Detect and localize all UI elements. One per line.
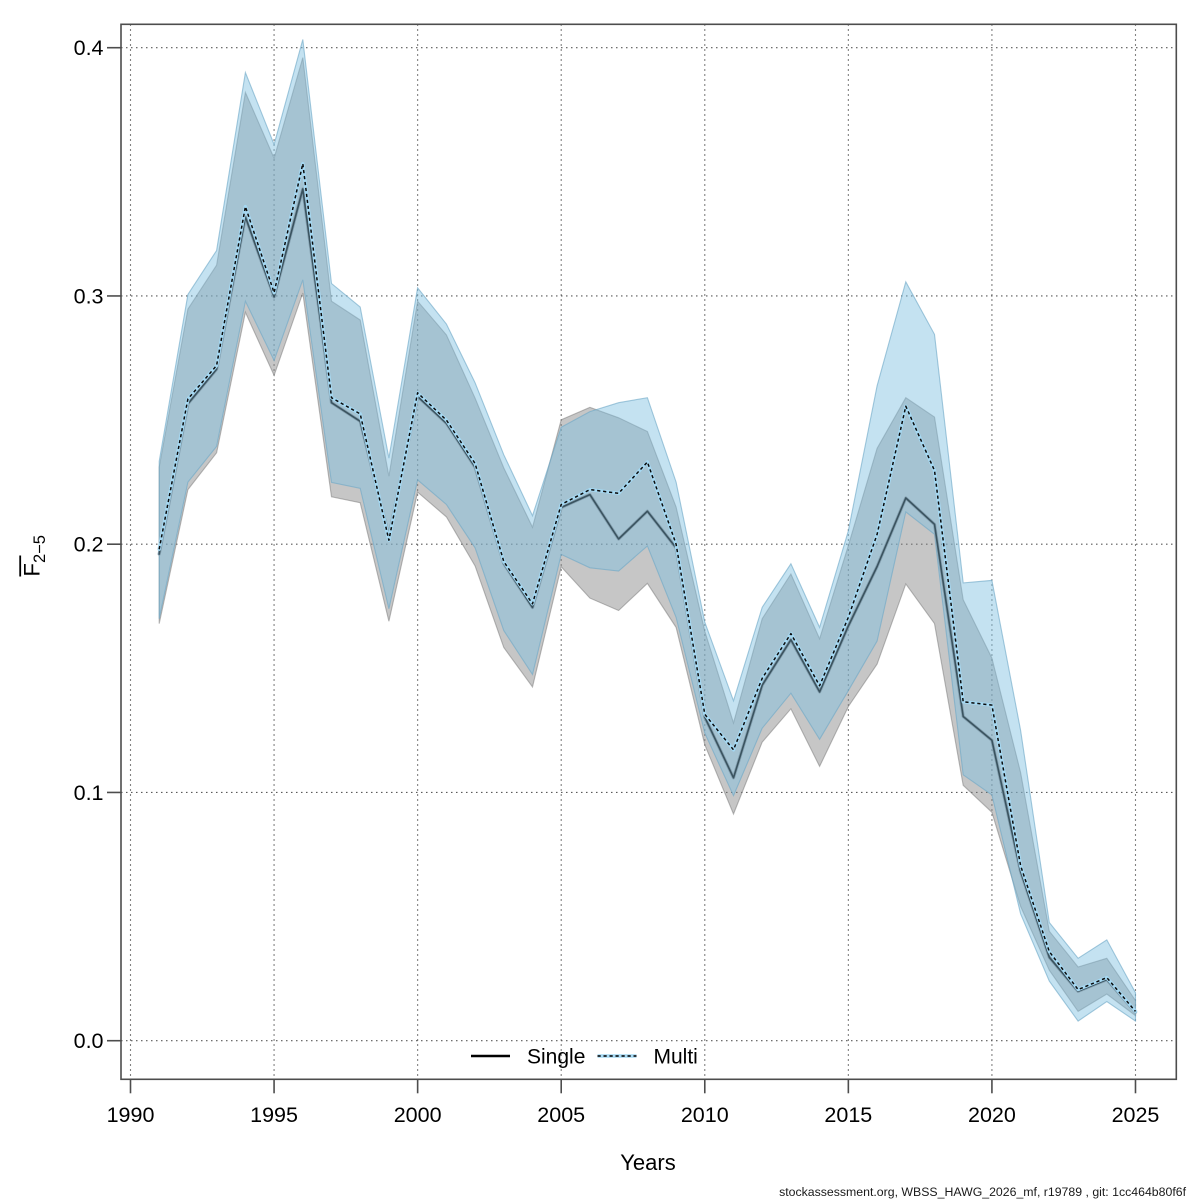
- x-tick-label: 2000: [394, 1103, 442, 1127]
- y-tick-label: 0.3: [74, 284, 104, 308]
- x-tick-label: 1990: [107, 1103, 155, 1127]
- plot-geometry: 1990 1995 2000 2005 2010 2015 2020 20250.00.10.…: [74, 23, 1178, 1127]
- x-tick-label: 2005: [537, 1103, 585, 1127]
- y-tick-label: 0.4: [74, 36, 104, 60]
- y-tick-label: 0.1: [74, 781, 104, 805]
- x-tick-labels: 1990 1995 2000 2005 2010 2015 2020 2025: [107, 1103, 1160, 1127]
- plot-box: [120, 23, 1178, 1081]
- x-tick-label: 1995: [250, 1103, 298, 1127]
- x-tick-label: 2020: [968, 1103, 1016, 1127]
- multi-line: [158, 162, 1137, 1012]
- svg-text:F2−5: F2−5: [20, 535, 50, 576]
- y-tick-label: 0.0: [74, 1029, 104, 1053]
- legend-single-label: Single: [527, 1046, 585, 1069]
- multi-ci-band: [158, 39, 1137, 1023]
- x-tick-label: 2010: [681, 1103, 729, 1127]
- footer-text: stockassessment.org, WBSS_HAWG_2026_mf, …: [779, 1185, 1186, 1199]
- y-tick-labels: 0.0 0.1 0.2 0.3 0.4: [74, 36, 104, 1053]
- y-axis-title-main: F: [20, 563, 45, 576]
- y-tick-label: 0.2: [74, 533, 104, 557]
- y-axis-title-sub: 2−5: [31, 535, 49, 563]
- y-axis-title: F2−5: [19, 535, 50, 577]
- x-tick-label: 2015: [824, 1103, 872, 1127]
- x-tick-label: 2025: [1112, 1103, 1160, 1127]
- legend-multi-label: Multi: [654, 1046, 698, 1069]
- legend: Single Multi: [471, 1046, 698, 1069]
- axis-ticks: [107, 46, 1137, 1094]
- x-axis-title: Years: [620, 1150, 675, 1175]
